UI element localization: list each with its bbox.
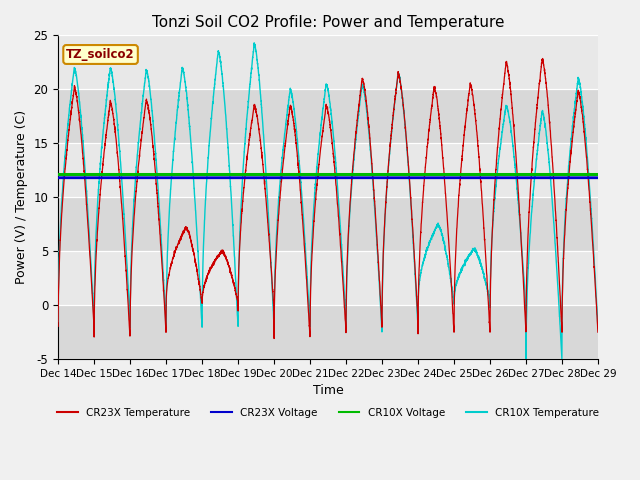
Y-axis label: Power (V) / Temperature (C): Power (V) / Temperature (C) bbox=[15, 110, 28, 284]
X-axis label: Time: Time bbox=[312, 384, 344, 397]
Bar bbox=[58, 89, 598, 143]
Bar bbox=[58, 143, 598, 197]
Bar bbox=[58, 251, 598, 305]
Legend: CR23X Temperature, CR23X Voltage, CR10X Voltage, CR10X Temperature: CR23X Temperature, CR23X Voltage, CR10X … bbox=[53, 403, 603, 422]
Bar bbox=[58, 305, 598, 359]
Bar bbox=[58, 197, 598, 251]
Bar bbox=[58, 36, 598, 89]
Text: TZ_soilco2: TZ_soilco2 bbox=[67, 48, 135, 61]
Title: Tonzi Soil CO2 Profile: Power and Temperature: Tonzi Soil CO2 Profile: Power and Temper… bbox=[152, 15, 504, 30]
